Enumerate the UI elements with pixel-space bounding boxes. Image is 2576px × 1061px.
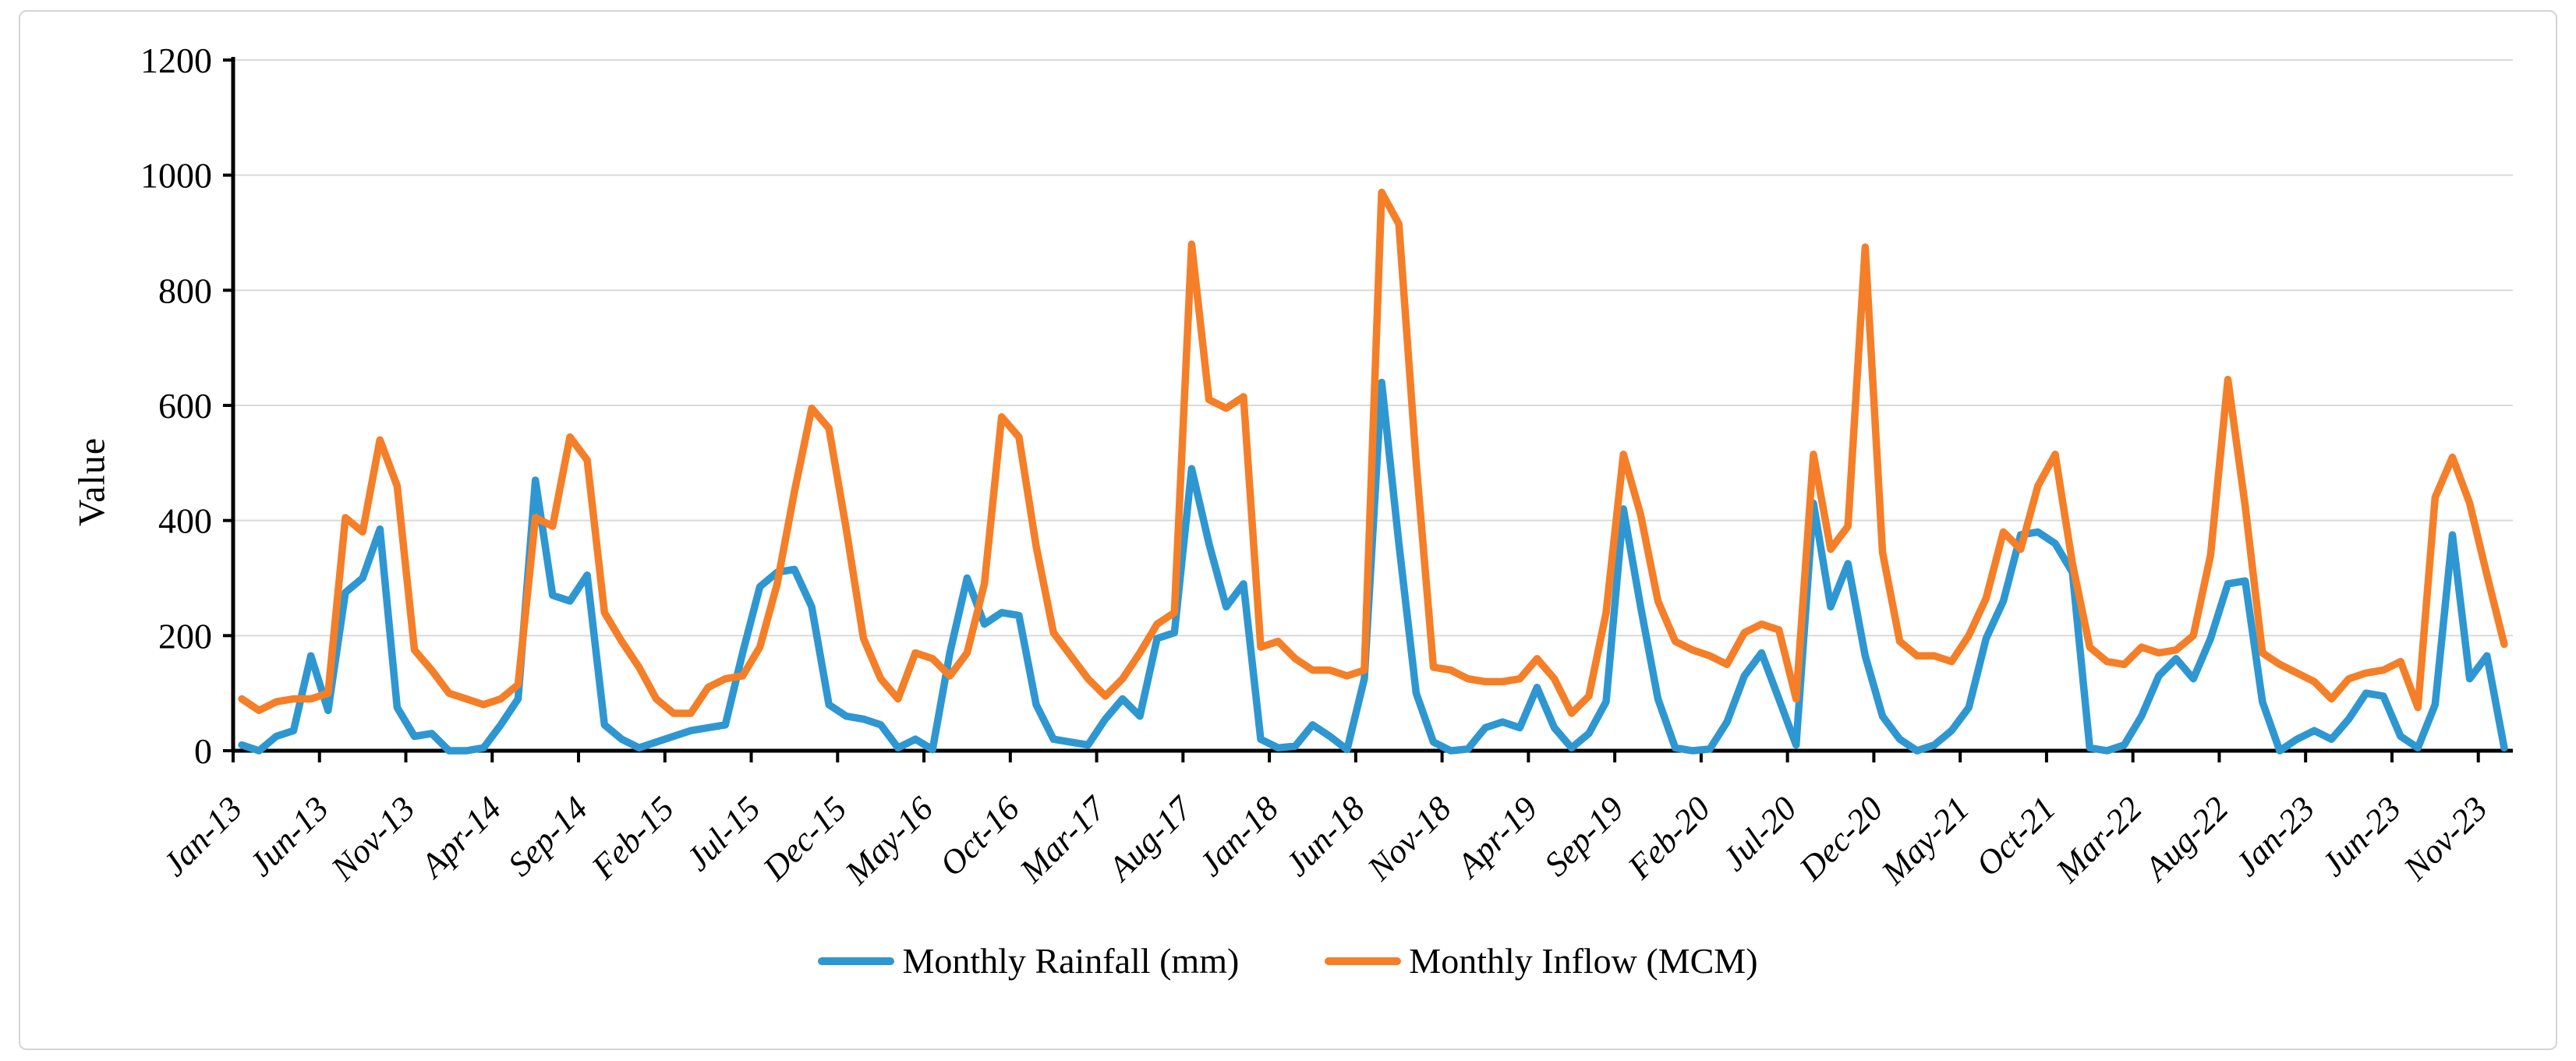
x-tick-label-Nov-13: Nov-13: [324, 789, 423, 888]
x-tick-label-Jan-18: Jan-18: [1191, 789, 1286, 883]
rainfall-line-swatch: [818, 957, 895, 965]
x-tick-label-Nov-23: Nov-23: [2396, 789, 2495, 888]
x-tick-label-Jan-13: Jan-13: [155, 789, 249, 883]
y-tick-label-400: 400: [158, 501, 212, 541]
x-tick-label-Feb-20: Feb-20: [1620, 789, 1718, 886]
x-tick-label-Jul-20: Jul-20: [1715, 789, 1804, 878]
x-tick-label-Dec-15: Dec-15: [755, 789, 854, 888]
x-tick-label-Sep-19: Sep-19: [1537, 789, 1631, 883]
x-tick-label-Apr-19: Apr-19: [1448, 789, 1545, 886]
legend: Monthly Rainfall (mm) Monthly Inflow (MC…: [0, 940, 2576, 981]
legend-label-rainfall: Monthly Rainfall (mm): [902, 941, 1240, 981]
x-tick-label-Jul-15: Jul-15: [678, 789, 767, 878]
x-tick-label-Jun-13: Jun-13: [242, 789, 336, 883]
y-tick-label-600: 600: [158, 386, 212, 426]
legend-item-inflow: Monthly Inflow (MCM): [1325, 940, 1758, 981]
x-tick-label-Aug-17: Aug-17: [1099, 788, 1201, 889]
x-tick-label-Feb-15: Feb-15: [584, 789, 681, 886]
x-tick-label-May-16: May-16: [837, 789, 940, 892]
x-tick-label-Mar-22: Mar-22: [2048, 789, 2150, 890]
y-tick-label-0: 0: [194, 731, 212, 771]
y-tick-label-1000: 1000: [140, 156, 212, 196]
x-tick-label-Mar-17: Mar-17: [1012, 788, 1114, 890]
legend-label-inflow: Monthly Inflow (MCM): [1409, 941, 1758, 981]
x-tick-label-Jun-18: Jun-18: [1278, 789, 1372, 883]
x-tick-label-Jan-23: Jan-23: [2227, 789, 2322, 883]
y-tick-label-1200: 1200: [140, 41, 212, 80]
inflow-line-swatch: [1325, 957, 1402, 965]
x-tick-label-May-21: May-21: [1874, 789, 1976, 892]
chart-card: [19, 10, 2557, 1050]
legend-item-rainfall: Monthly Rainfall (mm): [818, 940, 1239, 981]
x-tick-label-Jun-23: Jun-23: [2314, 789, 2408, 883]
x-tick-label-Sep-14: Sep-14: [501, 789, 595, 883]
x-tick-label-Nov-18: Nov-18: [1360, 789, 1459, 888]
y-axis-title: Value: [71, 437, 113, 527]
x-tick-label-Aug-22: Aug-22: [2135, 789, 2235, 889]
x-tick-label-Apr-14: Apr-14: [412, 789, 508, 886]
x-tick-label-Dec-20: Dec-20: [1792, 789, 1891, 888]
series-inflow-line: [238, 189, 2508, 717]
x-tick-label-Oct-21: Oct-21: [1969, 789, 2063, 883]
y-tick-label-800: 800: [158, 271, 212, 310]
y-tick-label-200: 200: [158, 616, 212, 656]
x-tick-label-Oct-16: Oct-16: [932, 789, 1027, 883]
